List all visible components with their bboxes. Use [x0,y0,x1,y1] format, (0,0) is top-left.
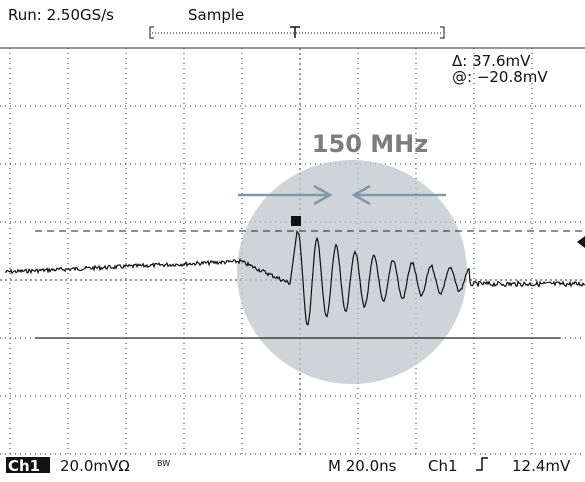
acquisition-mode: Sample [188,6,244,24]
frequency-annotation: 150 MHz [312,130,428,158]
scope-screen: Run: 2.50GS/s Sample 150 MHz Δ: 37.6mV @… [0,0,585,482]
trigger-level: 12.4mV [512,457,571,475]
timebase: M 20.0ns [328,457,397,475]
trigger-marker [291,216,301,226]
channel-label: Ch1 [8,457,40,475]
highlight-ellipse [237,160,467,384]
channel-scale: 20.0mVΩ [60,457,130,475]
trigger-source: Ch1 [428,457,458,475]
bandwidth-limit: BW [157,459,170,468]
cursor-position: @: −20.8mV [452,68,548,86]
acquisition-rate: Run: 2.50GS/s [8,6,114,24]
